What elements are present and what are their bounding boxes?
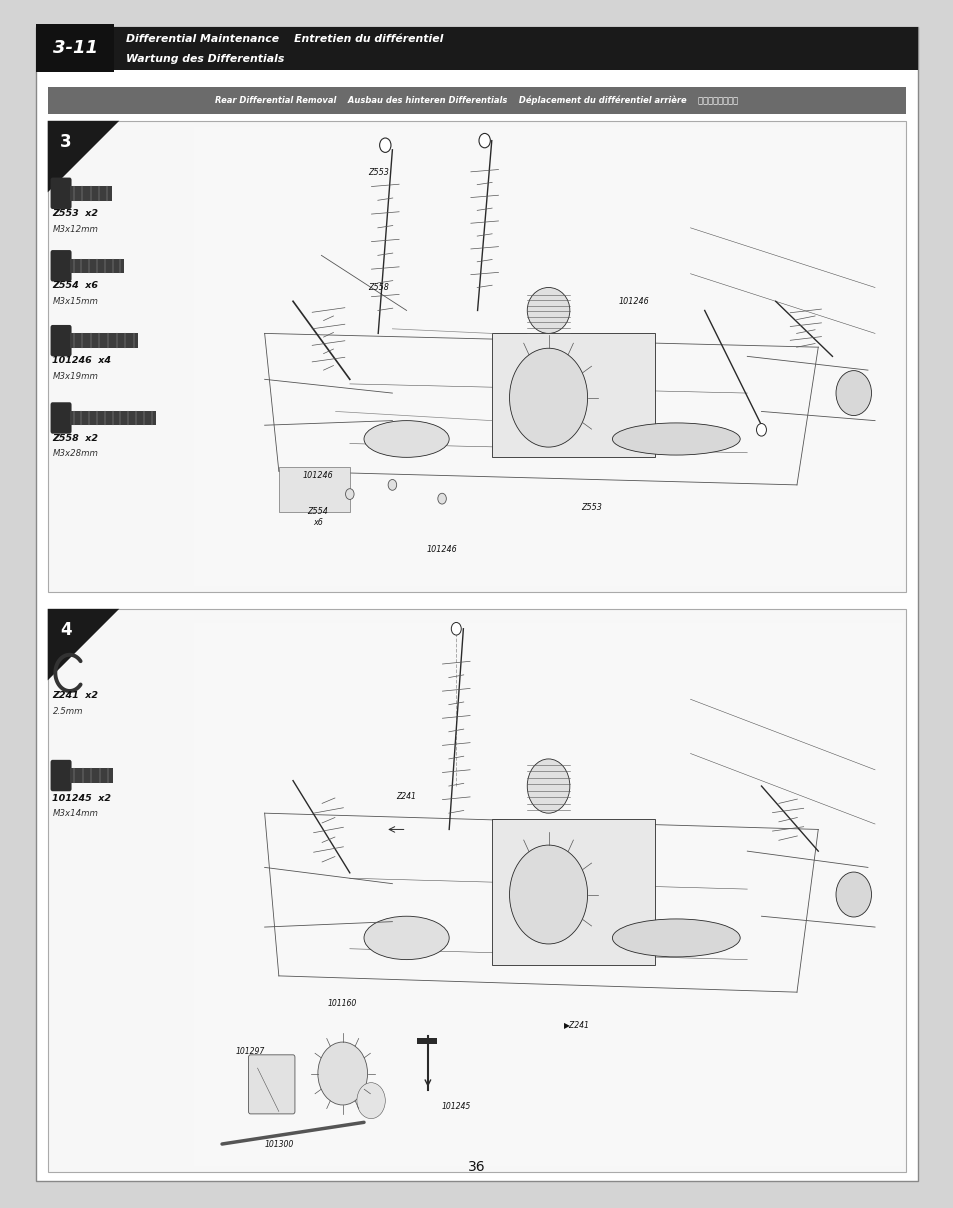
Text: 101160: 101160 xyxy=(328,999,357,1007)
FancyBboxPatch shape xyxy=(249,1055,294,1114)
Text: Z241  x2: Z241 x2 xyxy=(52,691,98,699)
Text: 2.5mm: 2.5mm xyxy=(52,707,83,715)
Bar xyxy=(416,1038,436,1044)
Circle shape xyxy=(379,138,391,152)
FancyBboxPatch shape xyxy=(51,402,71,434)
Circle shape xyxy=(756,424,765,436)
Circle shape xyxy=(835,371,871,416)
Circle shape xyxy=(478,133,490,147)
Text: 3: 3 xyxy=(60,133,71,151)
Bar xyxy=(70,186,112,201)
Circle shape xyxy=(388,480,396,490)
Ellipse shape xyxy=(612,919,740,957)
Text: Z553  x2: Z553 x2 xyxy=(52,209,98,217)
Bar xyxy=(278,466,350,512)
Bar xyxy=(491,819,655,965)
Text: M3x28mm: M3x28mm xyxy=(52,449,98,458)
Circle shape xyxy=(356,1082,385,1119)
Bar xyxy=(491,333,655,458)
Circle shape xyxy=(437,493,446,504)
Text: Z241: Z241 xyxy=(396,792,416,801)
Text: Z558: Z558 xyxy=(367,283,388,292)
Bar xyxy=(48,609,905,1172)
Bar xyxy=(36,24,114,72)
Text: Z553: Z553 xyxy=(367,168,388,178)
Text: Rear Differential Removal    Ausbau des hinteren Differentials    Déplacement du: Rear Differential Removal Ausbau des hin… xyxy=(215,95,738,105)
Bar xyxy=(48,87,905,114)
Text: 101297: 101297 xyxy=(235,1047,265,1056)
Text: 3-11: 3-11 xyxy=(52,40,98,57)
Text: Z554
x6: Z554 x6 xyxy=(307,507,328,527)
Text: 101300: 101300 xyxy=(264,1139,294,1149)
Text: M3x19mm: M3x19mm xyxy=(52,372,98,381)
Bar xyxy=(70,768,112,783)
Text: Z554  x6: Z554 x6 xyxy=(52,281,98,290)
Ellipse shape xyxy=(527,288,569,333)
Text: ▶Z241: ▶Z241 xyxy=(563,1021,589,1029)
Text: 101246: 101246 xyxy=(426,545,457,553)
Text: M3x12mm: M3x12mm xyxy=(52,225,98,233)
Ellipse shape xyxy=(364,420,449,458)
Bar xyxy=(48,121,905,592)
Ellipse shape xyxy=(612,423,740,455)
Text: 36: 36 xyxy=(468,1160,485,1174)
Circle shape xyxy=(835,872,871,917)
FancyBboxPatch shape xyxy=(51,325,71,356)
Circle shape xyxy=(509,846,587,943)
Bar xyxy=(70,259,124,273)
FancyBboxPatch shape xyxy=(51,178,71,209)
Ellipse shape xyxy=(364,916,449,959)
Text: Wartung des Differentials: Wartung des Differentials xyxy=(126,54,284,64)
Bar xyxy=(36,27,917,70)
FancyBboxPatch shape xyxy=(51,250,71,281)
Polygon shape xyxy=(48,121,119,192)
FancyBboxPatch shape xyxy=(51,760,71,791)
Text: 101246  x4: 101246 x4 xyxy=(52,356,112,365)
Circle shape xyxy=(317,1043,367,1105)
Text: M3x14mm: M3x14mm xyxy=(52,809,98,818)
Bar xyxy=(193,623,902,1166)
Polygon shape xyxy=(48,609,119,680)
Circle shape xyxy=(345,489,354,499)
Circle shape xyxy=(509,348,587,447)
Bar xyxy=(193,127,902,586)
Ellipse shape xyxy=(527,759,569,813)
Text: 101246: 101246 xyxy=(618,297,648,306)
Text: 101245: 101245 xyxy=(441,1102,471,1110)
Bar xyxy=(70,411,155,425)
Text: M3x15mm: M3x15mm xyxy=(52,297,98,306)
Text: Z558  x2: Z558 x2 xyxy=(52,434,98,442)
Circle shape xyxy=(451,622,460,635)
Bar xyxy=(70,333,138,348)
Text: 4: 4 xyxy=(60,621,71,639)
Text: 101246: 101246 xyxy=(302,471,333,481)
Text: Z553: Z553 xyxy=(580,504,601,512)
Text: Differential Maintenance    Entretien du différentiel: Differential Maintenance Entretien du di… xyxy=(126,34,443,43)
Text: 101245  x2: 101245 x2 xyxy=(52,794,112,802)
